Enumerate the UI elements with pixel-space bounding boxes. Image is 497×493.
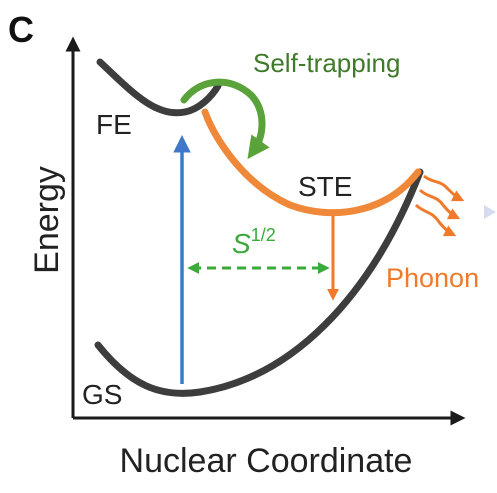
phonon-wave-3 xyxy=(414,203,457,237)
panel-label: C xyxy=(8,9,34,50)
self-trapped-exciton-curve xyxy=(201,108,422,217)
phonon-label: Phonon xyxy=(386,263,479,293)
ground-state-curve xyxy=(94,168,424,397)
fe-label: FE xyxy=(96,109,132,140)
y-axis-label: Energy xyxy=(28,166,66,274)
displacement-symbol: S xyxy=(232,228,251,259)
gs-label: GS xyxy=(82,379,122,410)
free-exciton-curve xyxy=(96,58,222,117)
self-trapping-label: Self-trapping xyxy=(253,48,400,78)
x-axis-label: Nuclear Coordinate xyxy=(120,442,413,480)
self-trapping-arrow xyxy=(180,78,270,160)
faint-arrowhead-icon xyxy=(484,205,496,219)
phonon-wave-1 xyxy=(423,174,465,202)
displacement-exponent: 1/2 xyxy=(251,225,276,245)
displacement-label: S1/2 xyxy=(232,225,276,259)
phonon-wave-2 xyxy=(418,188,461,220)
ste-label: STE xyxy=(298,171,352,202)
